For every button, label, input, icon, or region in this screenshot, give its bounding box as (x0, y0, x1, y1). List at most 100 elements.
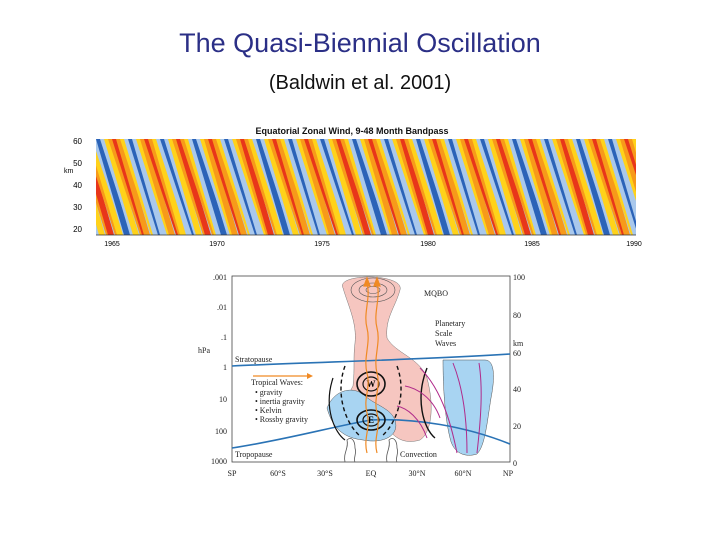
svg-text:• inertia gravity: • inertia gravity (255, 397, 305, 406)
mqbo-label: MQBO (424, 289, 448, 298)
w-label: W (367, 379, 376, 389)
lat-tick: NP (503, 469, 514, 478)
wind-band (400, 139, 434, 235)
wind-band (640, 139, 645, 235)
planetary-wave-arrows (396, 362, 482, 454)
wind-band (60, 139, 71, 235)
figure-top-title: Equatorial Zonal Wind, 9-48 Month Bandpa… (256, 126, 449, 136)
stratopause-label: Stratopause (235, 355, 273, 364)
wind-band (132, 139, 166, 235)
x-tick: 1970 (209, 241, 225, 248)
wind-band (60, 139, 62, 235)
p-tick: .001 (213, 273, 227, 282)
p-tick: 1000 (211, 457, 227, 466)
pressure-axis: .001 .01 .1 1 10 100 1000 hPa (198, 273, 227, 466)
p-tick: 10 (219, 395, 227, 404)
lat-tick: 60°S (270, 469, 286, 478)
wind-band (292, 139, 326, 235)
svg-text:Tropical Waves:: Tropical Waves: (251, 378, 303, 387)
e-label: E (368, 415, 374, 425)
wind-band (488, 139, 522, 235)
wind-band (596, 139, 630, 235)
wind-band (352, 139, 387, 235)
planetary-waves-label: Planetary Scale Waves (435, 319, 465, 348)
wind-band (424, 139, 459, 235)
wind-band (156, 139, 193, 235)
wind-band (568, 139, 603, 235)
wind-band (540, 139, 576, 235)
wind-band (408, 139, 443, 235)
wind-band (276, 139, 310, 235)
qbo-cells: W E (328, 365, 436, 441)
wind-band (312, 139, 346, 235)
wind-band (240, 139, 274, 235)
km-tick: 80 (513, 311, 521, 320)
km-tick: 60 (513, 349, 521, 358)
wind-band (388, 139, 423, 235)
wind-band (152, 139, 186, 235)
wind-band (460, 139, 495, 235)
wind-band (116, 139, 150, 235)
wind-band (104, 139, 139, 235)
latitude-axis: SP 60°S 30°S EQ 30°N 60°N NP (228, 469, 514, 478)
wind-band (264, 139, 299, 235)
wind-band (348, 139, 382, 235)
wind-band (256, 139, 290, 235)
upward-wave-arrows (363, 276, 381, 454)
wind-band (644, 139, 645, 235)
wind-band (472, 139, 506, 235)
qbo-time-height-figure: Equatorial Zonal Wind, 9-48 Month Bandpa… (60, 126, 645, 248)
wind-band (524, 139, 558, 235)
x-tick: 1990 (626, 241, 642, 248)
km-tick: 20 (513, 422, 521, 431)
wind-band (620, 139, 636, 192)
wind-band (436, 139, 470, 235)
x-axis-ticks: 1965 1970 1975 1980 1985 1990 (104, 241, 642, 248)
wind-band (300, 139, 335, 235)
wind-band (60, 139, 62, 235)
wind-band (284, 139, 319, 235)
km-tick: 0 (513, 459, 517, 468)
height-axis: 100 80 60 40 20 0 km (513, 273, 525, 468)
y-tick: 20 (73, 225, 82, 234)
lat-tick: 60°N (455, 469, 472, 478)
slide-subtitle: (Baldwin et al. 2001) (268, 72, 452, 94)
wind-band (248, 139, 283, 235)
wind-band (380, 139, 416, 235)
wind-band (336, 139, 371, 235)
convection-clouds (344, 438, 398, 463)
wind-band (192, 139, 227, 235)
wind-band (612, 139, 636, 222)
wind-band (328, 139, 362, 235)
wind-band (604, 139, 636, 235)
p-tick: .1 (221, 333, 227, 342)
wind-band (476, 139, 513, 235)
wind-band (548, 139, 583, 235)
svg-text:• Rossby gravity: • Rossby gravity (255, 415, 308, 424)
wind-band (96, 203, 105, 235)
wind-band (60, 139, 69, 235)
wind-band (496, 139, 531, 235)
wind-band (168, 139, 202, 235)
lat-tick: 30°S (317, 469, 333, 478)
km-tick: 40 (513, 385, 521, 394)
wind-band (416, 139, 450, 235)
wind-band (444, 139, 479, 235)
svg-text:• gravity: • gravity (255, 388, 282, 397)
wind-band (560, 139, 594, 235)
wind-band (96, 139, 130, 235)
y-tick: 50 (73, 159, 82, 168)
km-unit: km (513, 339, 524, 348)
wind-band (532, 139, 567, 235)
wind-band (228, 139, 263, 235)
wind-band (372, 139, 407, 235)
svg-text:Waves: Waves (435, 339, 456, 348)
lat-tick: SP (228, 469, 237, 478)
wind-band (576, 139, 610, 235)
tropopause-label: Tropopause (235, 450, 273, 459)
x-tick: 1980 (420, 241, 436, 248)
km-tick: 100 (513, 273, 525, 282)
wind-band (212, 139, 247, 235)
p-tick: .01 (217, 303, 227, 312)
wind-band (204, 139, 238, 235)
